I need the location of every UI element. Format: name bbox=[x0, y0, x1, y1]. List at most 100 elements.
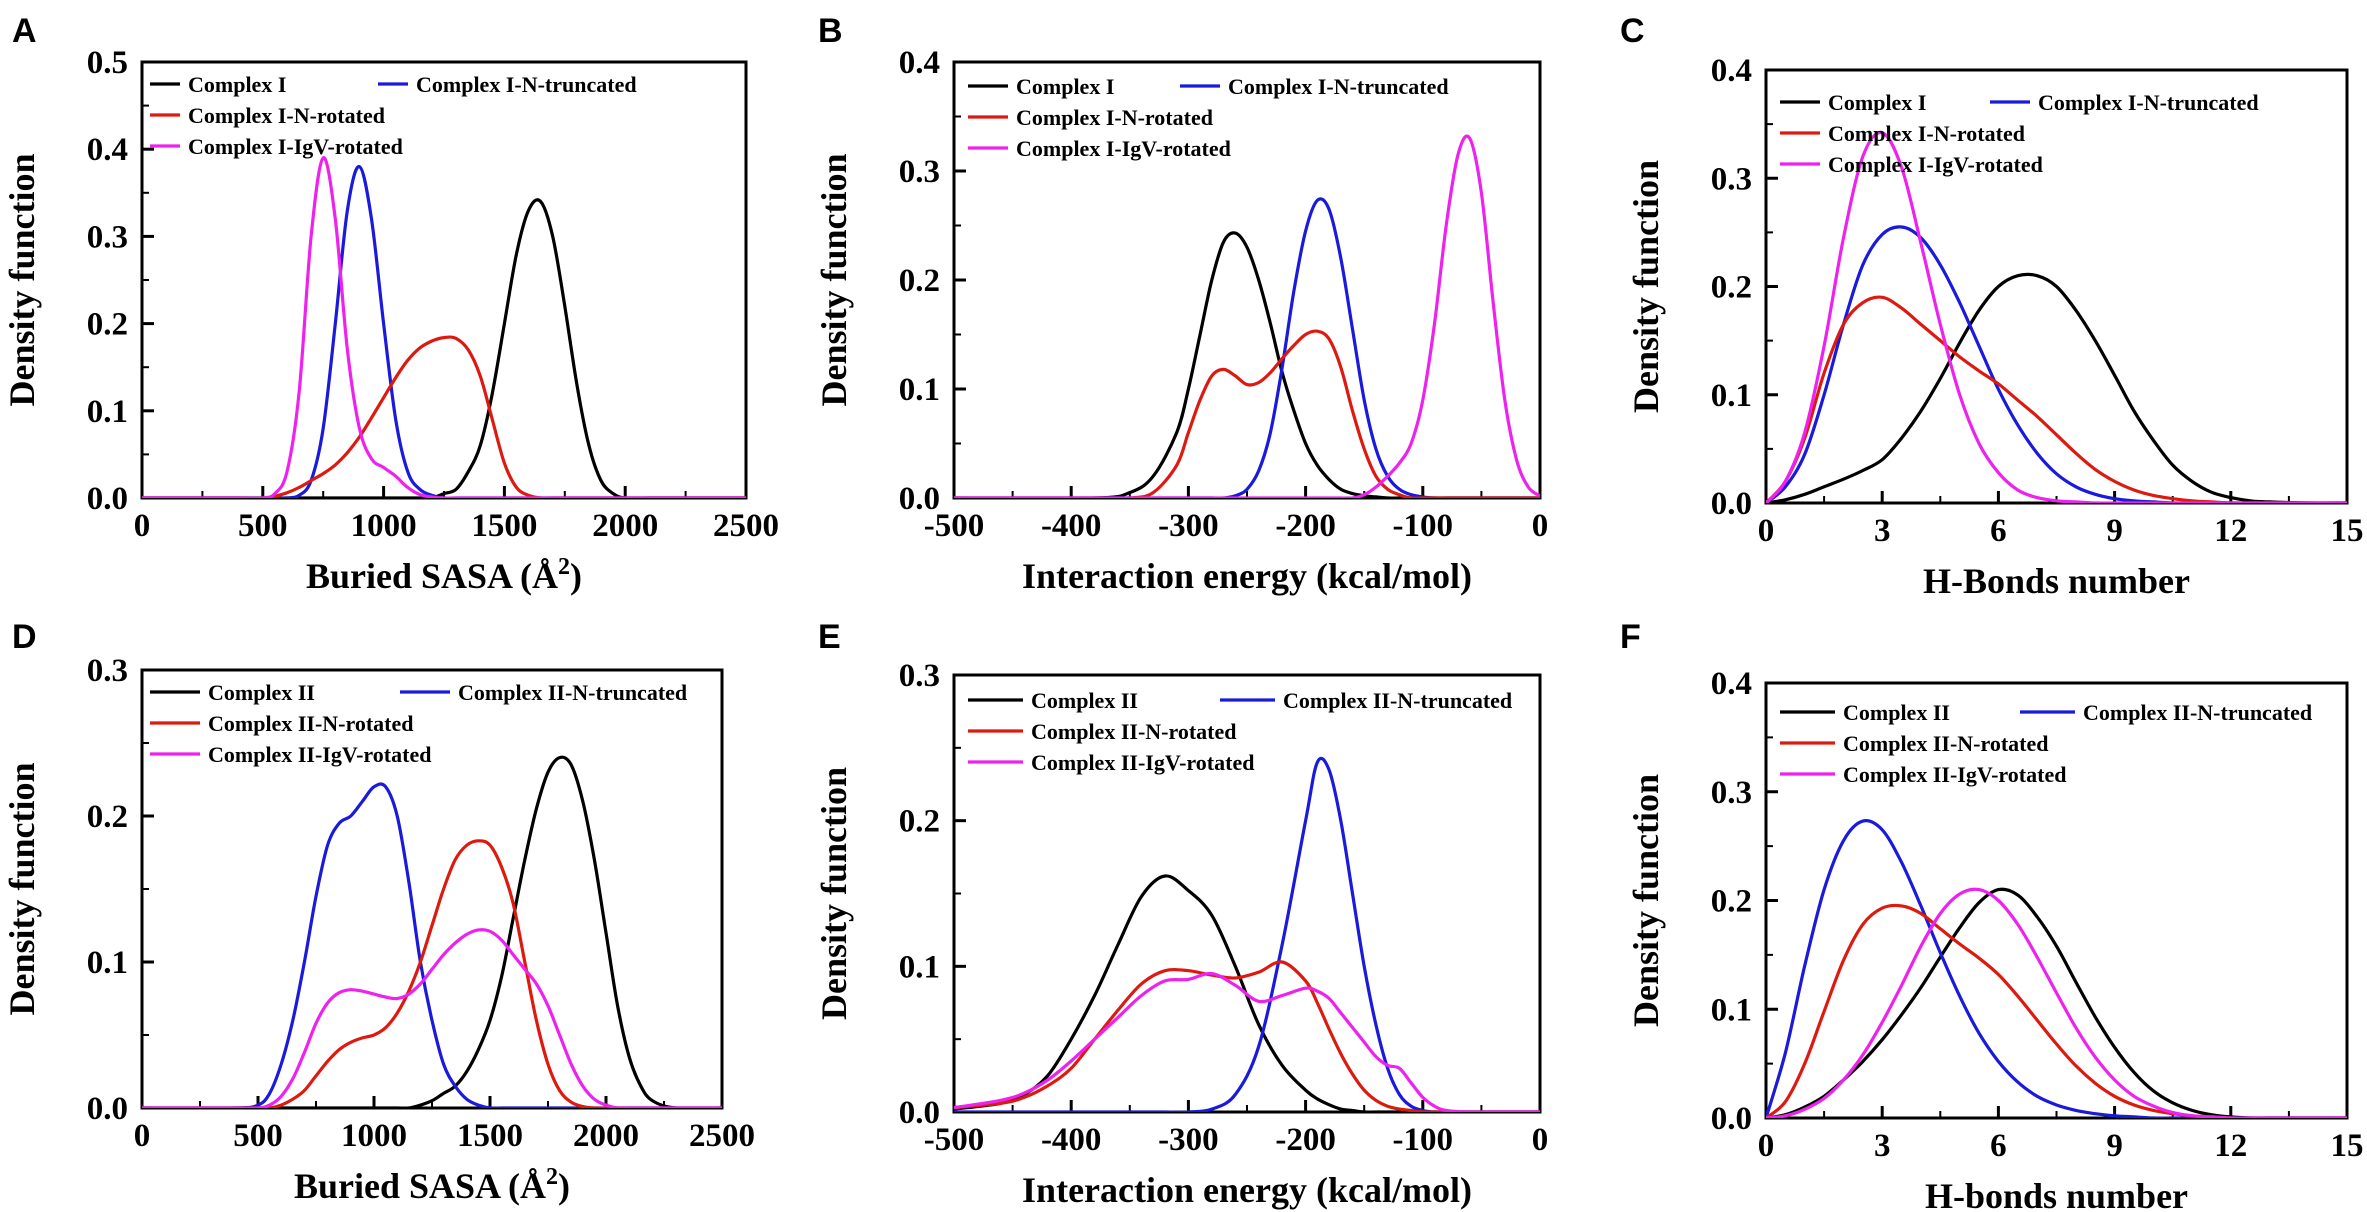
y-tick-label: 0.3 bbox=[87, 219, 128, 255]
x-tick-label: 1500 bbox=[471, 508, 537, 544]
y-tick-label: 0.5 bbox=[87, 45, 128, 81]
y-tick-label: 0.3 bbox=[899, 658, 940, 694]
y-tick-label: 0.3 bbox=[899, 154, 940, 190]
panel-a: A 0 500 1000 1500 2000 2500 0.0 0.1 0.2 0.3 0.4 0.5 B… bbox=[2, 12, 779, 596]
x-axis-label: Buried SASA (Å2) bbox=[306, 554, 582, 596]
panel-letter: F bbox=[1620, 618, 1641, 656]
legend-item: Complex I-IgV-rotated bbox=[150, 134, 403, 159]
legend-item: Complex I bbox=[150, 72, 286, 97]
x-tick-label: 1000 bbox=[351, 508, 417, 544]
series-line-1 bbox=[142, 755, 722, 1108]
series-line-1 bbox=[142, 198, 746, 498]
y-tick-label: 0.0 bbox=[87, 481, 128, 517]
x-tick-label: 3 bbox=[1874, 513, 1891, 549]
series-line-2 bbox=[954, 197, 1540, 498]
y-tick-label: 0.0 bbox=[1711, 486, 1752, 522]
legend-label: Complex II-N-rotated bbox=[1031, 719, 1237, 744]
y-tick-label: 0.2 bbox=[899, 263, 940, 299]
legend-label: Complex II-N-rotated bbox=[208, 711, 414, 736]
x-tick-label: 9 bbox=[2106, 1128, 2123, 1164]
panel-c: C 0 3 6 9 12 15 0.0 0.1 0.2 0.3 0.4 H-Bonds number De… bbox=[1620, 12, 2364, 601]
series-line-4 bbox=[142, 928, 722, 1108]
legend-item: Complex I-N-truncated bbox=[1180, 74, 1449, 99]
legend-label: Complex II-IgV-rotated bbox=[208, 742, 431, 767]
series-line-3 bbox=[954, 329, 1540, 498]
x-tick-label: 3 bbox=[1874, 1128, 1891, 1164]
legend-label: Complex I-N-rotated bbox=[1828, 121, 2025, 146]
legend-item: Complex II-N-rotated bbox=[968, 719, 1237, 744]
y-tick-label: 0.2 bbox=[1711, 270, 1752, 306]
x-tick-label: 0 bbox=[134, 508, 151, 544]
legend-label: Complex II-IgV-rotated bbox=[1031, 750, 1254, 775]
legend-label: Complex I-IgV-rotated bbox=[188, 134, 403, 159]
y-tick-label: 0.4 bbox=[1711, 53, 1752, 89]
legend-item: Complex II bbox=[968, 688, 1138, 713]
x-axis-label: Interaction energy (kcal/mol) bbox=[1022, 1170, 1472, 1210]
legend-item: Complex II-IgV-rotated bbox=[968, 750, 1254, 775]
y-tick-label: 0.2 bbox=[899, 804, 940, 840]
legend-item: Complex II-N-rotated bbox=[150, 711, 414, 736]
x-tick-label: 12 bbox=[2214, 513, 2247, 549]
y-tick-label: 0.2 bbox=[87, 799, 128, 835]
y-tick-label: 0.4 bbox=[1711, 666, 1752, 702]
legend-item: Complex II bbox=[1780, 700, 1950, 725]
y-tick-label: 0.1 bbox=[87, 394, 128, 430]
legend-label: Complex II-N-truncated bbox=[2083, 700, 2312, 725]
panel-letter: E bbox=[818, 618, 841, 656]
y-tick-label: 0.4 bbox=[87, 132, 128, 168]
series-line-4 bbox=[142, 156, 746, 498]
legend-item: Complex I bbox=[968, 74, 1114, 99]
x-tick-label: 9 bbox=[2106, 513, 2123, 549]
x-tick-label: 2500 bbox=[689, 1118, 755, 1154]
y-tick-label: 0.3 bbox=[1711, 161, 1752, 197]
legend-item: Complex II-N-truncated bbox=[2020, 700, 2312, 725]
legend-label: Complex II-N-truncated bbox=[1283, 688, 1512, 713]
panel-f: F 0 3 6 9 12 15 0.0 0.1 0.2 0.3 0.4 H-bonds number De… bbox=[1620, 618, 2364, 1212]
x-tick-label: 6 bbox=[1990, 513, 2007, 549]
x-tick-label: 1500 bbox=[457, 1118, 523, 1154]
legend-label: Complex I bbox=[1828, 90, 1926, 115]
y-axis-label: Density function bbox=[2, 762, 42, 1015]
series-line-3 bbox=[954, 960, 1540, 1112]
x-tick-label: 15 bbox=[2331, 1128, 2364, 1164]
legend-label: Complex I-N-rotated bbox=[188, 103, 385, 128]
series-line-2 bbox=[142, 782, 722, 1108]
x-tick-label: 6 bbox=[1990, 1128, 2007, 1164]
x-tick-label: 0 bbox=[1758, 1128, 1775, 1164]
legend-item: Complex I-IgV-rotated bbox=[968, 136, 1231, 161]
series-line-2 bbox=[1766, 225, 2347, 503]
series-line-1 bbox=[954, 874, 1540, 1112]
series-line-4 bbox=[954, 971, 1540, 1112]
y-axis-label: Density function bbox=[2, 153, 42, 406]
panel-letter: C bbox=[1620, 12, 1645, 50]
x-tick-label: -300 bbox=[1158, 508, 1219, 544]
x-tick-label: 500 bbox=[233, 1118, 283, 1154]
y-axis-label: Density function bbox=[814, 767, 854, 1020]
y-tick-label: 0.4 bbox=[899, 45, 940, 81]
y-tick-label: 0.1 bbox=[1711, 378, 1752, 414]
x-tick-label: -100 bbox=[1393, 508, 1454, 544]
series-line-2 bbox=[954, 756, 1540, 1112]
x-tick-label: 1000 bbox=[341, 1118, 407, 1154]
legend-label: Complex II bbox=[1843, 700, 1950, 725]
x-tick-label: 0 bbox=[1532, 508, 1549, 544]
series-line-3 bbox=[1766, 903, 2347, 1118]
x-tick-label: -100 bbox=[1393, 1122, 1454, 1158]
legend-item: Complex II-N-rotated bbox=[1780, 731, 2049, 756]
legend-item: Complex I-N-truncated bbox=[1990, 90, 2259, 115]
panel-d: D 0 500 1000 1500 2000 2500 0.0 0.1 0.2 0.3 Buried … bbox=[2, 618, 755, 1206]
y-tick-label: 0.3 bbox=[87, 653, 128, 689]
y-tick-label: 0.0 bbox=[1711, 1101, 1752, 1137]
series-line-4 bbox=[954, 134, 1540, 498]
x-tick-label: -300 bbox=[1158, 1122, 1219, 1158]
y-tick-label: 0.0 bbox=[87, 1091, 128, 1127]
legend-label: Complex II-N-truncated bbox=[458, 680, 687, 705]
x-tick-label: 0 bbox=[134, 1118, 151, 1154]
legend-label: Complex I-N-truncated bbox=[1228, 74, 1449, 99]
y-tick-label: 0.2 bbox=[87, 307, 128, 343]
x-axis-label: Buried SASA (Å2) bbox=[294, 1164, 570, 1206]
x-axis-label: H-Bonds number bbox=[1923, 561, 2190, 601]
legend-item: Complex II-IgV-rotated bbox=[1780, 762, 2066, 787]
x-tick-label: 500 bbox=[238, 508, 288, 544]
